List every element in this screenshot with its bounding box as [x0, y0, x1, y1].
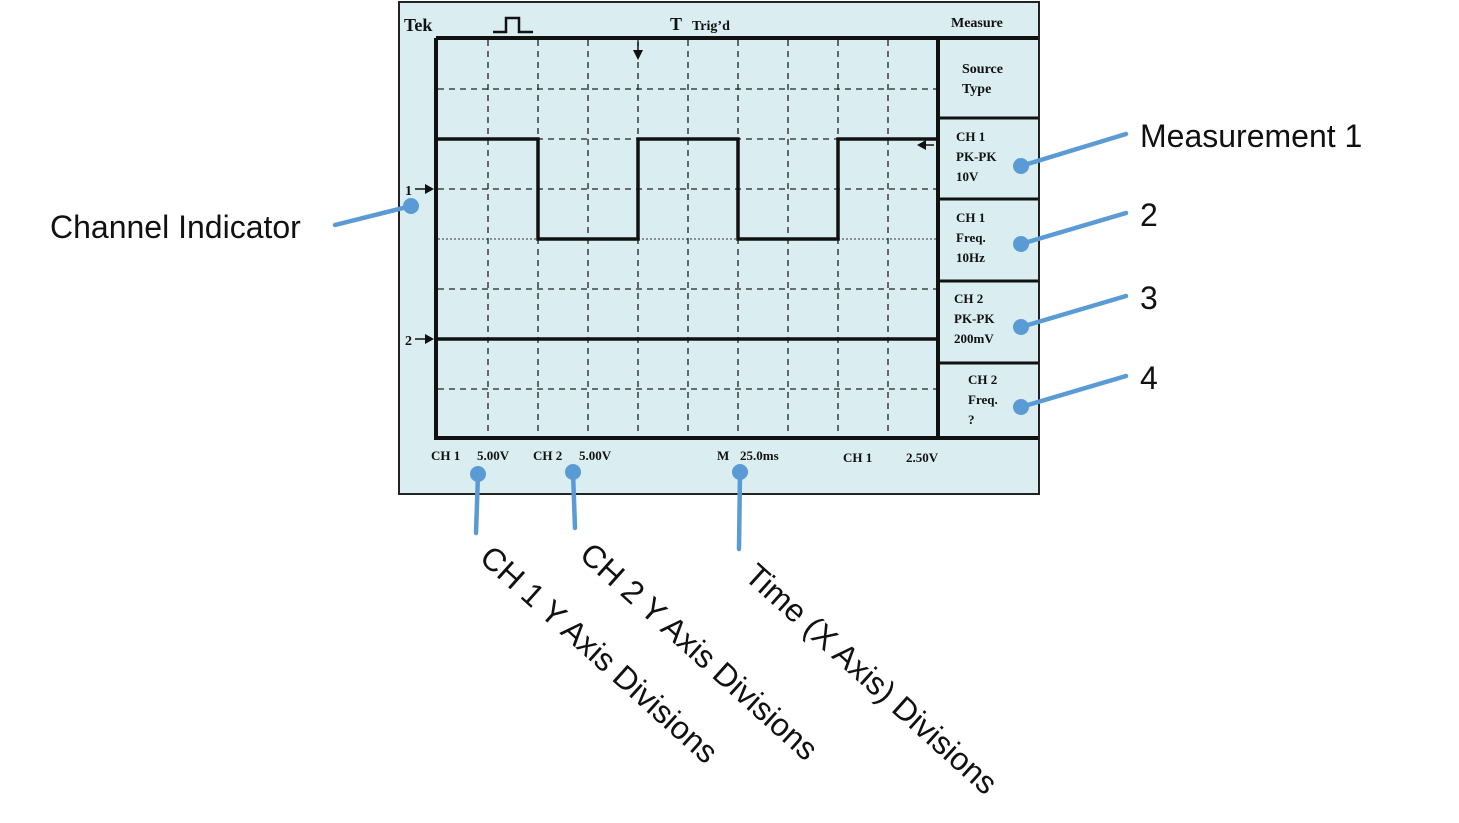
callout-measurement-2: 2 — [1140, 197, 1158, 233]
trigger-status: Trig’d — [692, 19, 730, 34]
channel-2-marker: 2 — [405, 334, 412, 349]
measurement-4-source: CH 2 — [968, 372, 997, 387]
trigger-symbol: T — [670, 14, 682, 34]
status-time-label: M — [717, 448, 729, 463]
menu-title: Measure — [951, 16, 1003, 31]
measurement-4-value: ? — [968, 412, 975, 427]
measurement-2-value: 10Hz — [956, 250, 985, 265]
callout-dot-channel-indicator — [403, 198, 419, 214]
callout-dot-time-axis — [732, 464, 748, 480]
callout-dot-measurement-1 — [1013, 158, 1029, 174]
callout-measurement-4: 4 — [1140, 360, 1158, 396]
channel-1-arrow-icon — [415, 184, 434, 194]
status-time-scale: 25.0ms — [740, 448, 779, 463]
callout-dot-measurement-2 — [1013, 236, 1029, 252]
callout-dot-ch2-y-axis — [565, 464, 581, 480]
callout-dot-measurement-4 — [1013, 399, 1029, 415]
status-trigger-source: CH 1 — [843, 450, 872, 465]
pulse-icon — [493, 16, 533, 34]
callout-dot-measurement-3 — [1013, 319, 1029, 335]
callout-measurement-1: Measurement 1 — [1140, 118, 1362, 154]
measurement-1-type: PK-PK — [956, 149, 997, 164]
measurement-2-source: CH 1 — [956, 210, 985, 225]
status-trigger-level: 2.50V — [906, 450, 939, 465]
measurement-2-type: Freq. — [956, 230, 986, 245]
ch1-waveform — [438, 137, 938, 241]
measurement-4-type: Freq. — [968, 392, 998, 407]
source-type-line2: Type — [962, 82, 991, 97]
measurement-1-source: CH 1 — [956, 129, 985, 144]
trigger-level-arrow-icon — [917, 140, 934, 150]
brand-label: Tek — [404, 15, 432, 35]
scope-screen — [398, 1, 1040, 495]
callout-channel-indicator: Channel Indicator — [50, 209, 301, 245]
measurement-3-type: PK-PK — [954, 311, 995, 326]
callout-time-axis: Time (X Axis) Divisions — [738, 556, 1004, 801]
status-ch1-label: CH 1 — [431, 448, 460, 463]
status-ch2-scale: 5.00V — [579, 448, 612, 463]
callout-dots — [403, 158, 1029, 482]
callout-measurement-3: 3 — [1140, 280, 1158, 316]
callout-dot-ch1-y-axis — [470, 466, 486, 482]
source-type-line1: Source — [962, 62, 1003, 77]
status-ch1-scale: 5.00V — [477, 448, 510, 463]
channel-1-marker: 1 — [405, 184, 412, 199]
trigger-position-arrow-icon — [633, 42, 643, 60]
graticule-frame — [434, 36, 1038, 440]
menu-separators — [938, 116, 1038, 365]
callout-lines — [332, 131, 1129, 552]
measurement-3-source: CH 2 — [954, 291, 983, 306]
measurement-3-value: 200mV — [954, 331, 994, 346]
channel-2-arrow-icon — [415, 334, 434, 344]
status-ch2-label: CH 2 — [533, 448, 562, 463]
measurement-1-value: 10V — [956, 169, 979, 184]
